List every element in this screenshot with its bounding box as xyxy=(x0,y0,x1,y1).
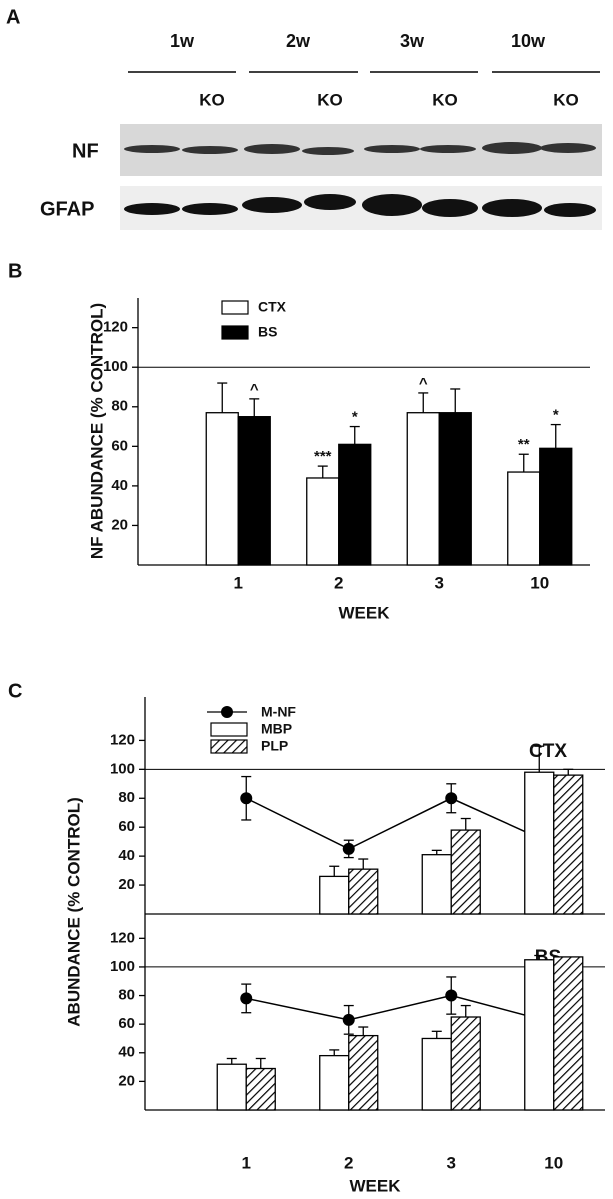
y-tick-label: 120 xyxy=(103,319,128,336)
bar xyxy=(319,875,350,915)
x-tick-label: 1 xyxy=(242,1153,251,1172)
week-label: 1w xyxy=(170,31,195,51)
panel-label: C xyxy=(8,680,22,702)
bar xyxy=(306,477,340,566)
bar xyxy=(421,854,452,915)
y-tick-label: 120 xyxy=(110,929,135,946)
bar xyxy=(348,1034,379,1111)
bar xyxy=(438,412,472,566)
x-tick-label: 10 xyxy=(530,573,549,592)
panel-a: A 1w 2w 3w 10w KO KO KO KO NF GFAP xyxy=(6,6,602,230)
bar xyxy=(216,1063,247,1111)
y-tick-label: 20 xyxy=(118,1072,135,1089)
bar xyxy=(524,771,555,915)
point xyxy=(445,989,458,1002)
legend-label: CTX xyxy=(258,299,287,315)
line xyxy=(245,797,555,850)
significance-label: * xyxy=(553,407,559,424)
significance-label: *** xyxy=(314,448,332,465)
significance-label: ^ xyxy=(250,381,259,398)
legend-label: PLP xyxy=(261,738,288,754)
point xyxy=(240,992,253,1005)
point xyxy=(342,842,355,855)
y-tick-label: 60 xyxy=(118,818,135,835)
point xyxy=(342,1013,355,1026)
bar xyxy=(553,956,584,1111)
y-tick-label: 100 xyxy=(110,958,135,975)
bar xyxy=(338,443,372,566)
bar xyxy=(245,1067,276,1111)
y-tick-label: 80 xyxy=(118,789,135,806)
y-tick-label: 60 xyxy=(118,1015,135,1032)
row-label: GFAP xyxy=(40,198,94,220)
row-label: NF xyxy=(72,140,99,162)
bar xyxy=(348,868,379,915)
week-label: 3w xyxy=(400,31,425,51)
bar xyxy=(539,447,573,566)
legend-swatch xyxy=(221,325,249,340)
significance-label: ^ xyxy=(419,375,428,392)
legend-label: M-NF xyxy=(261,704,296,720)
week-label: 10w xyxy=(511,31,546,51)
panel-label: B xyxy=(8,260,22,282)
bar xyxy=(319,1054,350,1111)
subplot-title: CTX xyxy=(529,741,567,762)
ko-label: KO xyxy=(432,90,458,109)
point xyxy=(445,792,458,805)
bar xyxy=(553,774,584,915)
week-label: 2w xyxy=(286,31,311,51)
x-tick-label: 1 xyxy=(234,573,243,592)
x-tick-label: 2 xyxy=(344,1153,353,1172)
significance-label: ** xyxy=(518,436,530,453)
legend-swatch xyxy=(221,300,249,315)
y-tick-label: 40 xyxy=(118,847,135,864)
bar xyxy=(421,1037,452,1111)
x-tick-label: 2 xyxy=(334,573,343,592)
ko-label: KO xyxy=(317,90,343,109)
bar xyxy=(406,412,440,566)
y-axis-label: NF ABUNDANCE (% CONTROL) xyxy=(87,303,106,559)
legend-label: MBP xyxy=(261,721,292,737)
x-tick-label: 3 xyxy=(435,573,444,592)
panel-label: A xyxy=(6,6,20,28)
point xyxy=(240,792,253,805)
bar xyxy=(450,1016,481,1111)
ko-label: KO xyxy=(553,90,579,109)
nf-bands xyxy=(124,142,596,155)
bar xyxy=(507,471,541,566)
legend-label: BS xyxy=(258,324,277,340)
ko-label: KO xyxy=(199,90,225,109)
x-tick-label: 3 xyxy=(447,1153,456,1172)
x-axis-label: WEEK xyxy=(339,603,391,622)
y-tick-label: 20 xyxy=(118,876,135,893)
y-tick-label: 80 xyxy=(118,987,135,1004)
bar xyxy=(237,416,271,566)
y-tick-label: 40 xyxy=(118,1044,135,1061)
bar xyxy=(450,829,481,915)
legend-marker xyxy=(221,706,233,718)
x-tick-label: 10 xyxy=(544,1153,563,1172)
significance-label: * xyxy=(352,409,358,426)
y-tick-label: 60 xyxy=(111,437,128,454)
y-axis-label: ABUNDANCE (% CONTROL) xyxy=(64,797,83,1026)
y-tick-label: 100 xyxy=(103,358,128,375)
gfap-bands xyxy=(124,194,596,217)
legend-swatch xyxy=(210,739,248,754)
y-tick-label: 120 xyxy=(110,731,135,748)
x-axis-label: WEEK xyxy=(350,1176,402,1195)
y-tick-label: 100 xyxy=(110,760,135,777)
y-tick-label: 20 xyxy=(111,516,128,533)
legend-swatch xyxy=(210,722,248,737)
bar xyxy=(524,959,555,1111)
bar xyxy=(205,412,239,566)
y-tick-label: 80 xyxy=(111,398,128,415)
y-tick-label: 40 xyxy=(111,477,128,494)
line xyxy=(246,994,554,1024)
